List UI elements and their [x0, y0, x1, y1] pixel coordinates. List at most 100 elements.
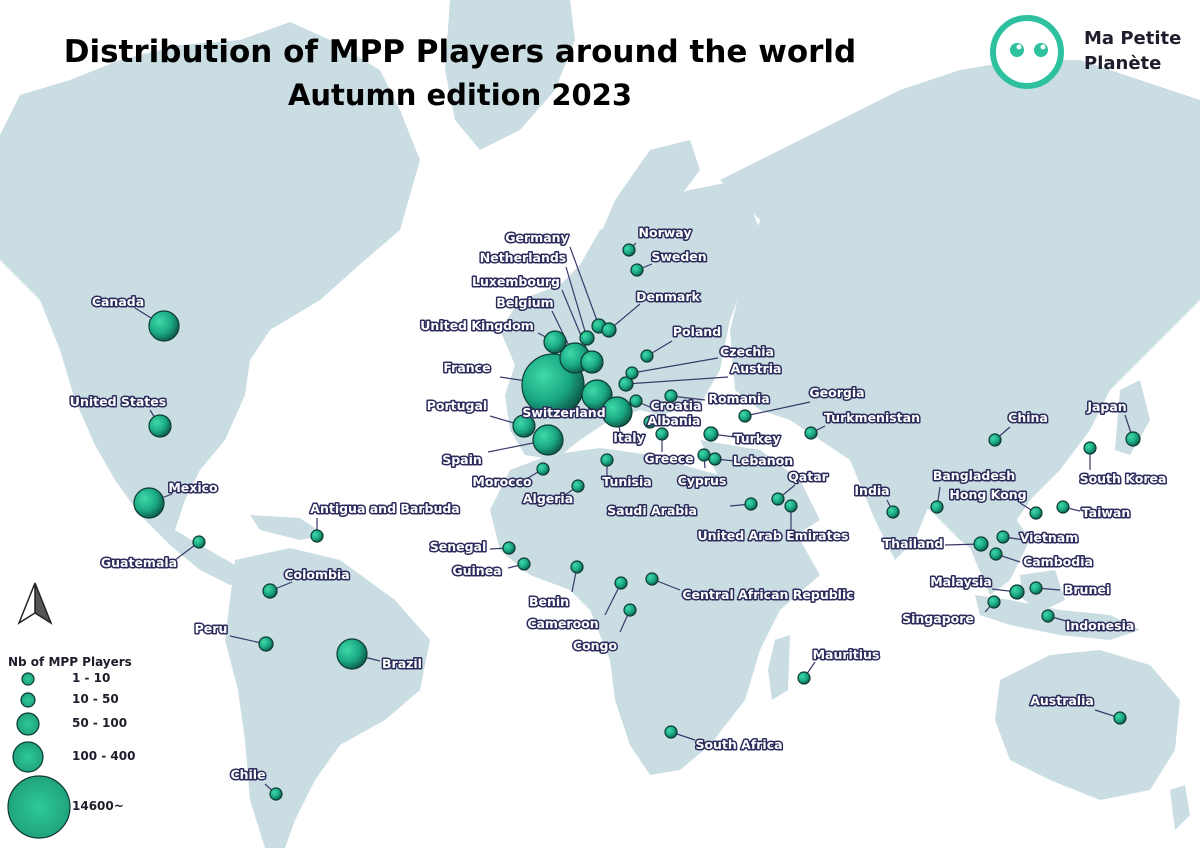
australia-shape	[995, 650, 1180, 800]
bubble-brazil	[336, 638, 368, 670]
label-united-arab-emirates: United Arab Emirates	[697, 528, 848, 543]
bubble-portugal	[512, 414, 536, 438]
bubble-czechia	[625, 366, 639, 380]
label-croatia: Croatia	[650, 398, 701, 413]
label-senegal: Senegal	[430, 539, 487, 554]
label-thailand: Thailand	[883, 536, 944, 551]
bubble-italy	[601, 396, 633, 428]
legend-label-0: 1 - 10	[72, 671, 111, 685]
bubble-poland	[640, 349, 654, 363]
legend-circle-4	[7, 775, 71, 839]
label-luxembourg: Luxembourg	[472, 274, 560, 289]
label-norway: Norway	[639, 225, 692, 240]
south-america-shape	[225, 548, 430, 848]
label-czechia: Czechia	[720, 344, 774, 359]
bubble-australia	[1113, 711, 1127, 725]
label-colombia: Colombia	[284, 567, 349, 582]
label-tunisia: Tunisia	[602, 474, 651, 489]
label-france: France	[443, 360, 490, 375]
bubble-cambodia	[989, 547, 1003, 561]
label-cyprus: Cyprus	[678, 473, 727, 488]
bubble-hong-kong	[1029, 506, 1043, 520]
label-vietnam: Vietnam	[1020, 530, 1079, 545]
label-poland: Poland	[673, 324, 721, 339]
new-zealand-shape	[1170, 785, 1190, 830]
label-belgium: Belgium	[496, 295, 553, 310]
label-saudi-arabia: Saudi Arabia	[607, 503, 697, 518]
bubble-indonesia	[1041, 609, 1055, 623]
legend-label-3: 100 - 400	[72, 749, 136, 763]
indonesia-shape	[975, 595, 1140, 640]
label-singapore: Singapore	[902, 611, 974, 626]
bubble-mauritius	[797, 671, 811, 685]
label-algeria: Algeria	[523, 491, 573, 506]
bubble-lebanon	[708, 452, 722, 466]
label-albania: Albania	[648, 413, 701, 428]
bubble-singapore	[987, 595, 1001, 609]
label-cameroon: Cameroon	[527, 616, 598, 631]
label-switzerland: Switzerland	[522, 405, 605, 420]
bubble-congo	[623, 603, 637, 617]
label-united-states: United States	[70, 394, 166, 409]
label-south-africa: South Africa	[695, 737, 782, 752]
label-romania: Romania	[708, 391, 769, 406]
bubble-malaysia	[1009, 584, 1025, 600]
caribbean-shape	[250, 515, 325, 540]
label-peru: Peru	[195, 621, 228, 636]
bubble-united-arab-emirates	[784, 499, 798, 513]
legend-circle-2	[16, 712, 40, 736]
label-taiwan: Taiwan	[1082, 505, 1131, 520]
bubble-georgia	[738, 409, 752, 423]
label-turkey: Turkey	[734, 431, 781, 446]
bubble-india	[886, 505, 900, 519]
bubble-turkmenistan	[804, 426, 818, 440]
label-austria: Austria	[731, 361, 782, 376]
madagascar-shape	[768, 635, 790, 700]
japan-shape	[1115, 380, 1150, 455]
arabia-shape	[700, 440, 820, 545]
bubble-taiwan	[1056, 500, 1070, 514]
bubble-united-kingdom	[543, 330, 567, 354]
legend-circle-0	[21, 672, 35, 686]
leader-line-czechia	[631, 357, 719, 374]
bubble-cyprus	[697, 448, 711, 462]
bubble-mexico	[133, 487, 165, 519]
label-united-kingdom: United Kingdom	[420, 318, 533, 333]
bubble-qatar	[771, 492, 785, 506]
bubble-thailand	[973, 536, 989, 552]
label-portugal: Portugal	[427, 398, 487, 413]
label-morocco: Morocco	[472, 474, 532, 489]
north-america-shape	[0, 22, 420, 585]
bubble-china	[988, 433, 1002, 447]
legend-circles	[7, 672, 71, 839]
legend-label-2: 50 - 100	[72, 716, 128, 730]
label-antigua-and-barbuda: Antigua and Barbuda	[310, 501, 459, 516]
bubble-luxembourg	[580, 350, 604, 374]
bubble-central-african-republic	[645, 572, 659, 586]
africa-shape	[490, 448, 820, 775]
bubble-benin	[570, 560, 584, 574]
bubble-south-africa	[664, 725, 678, 739]
bubble-switzerland	[581, 379, 613, 411]
bubble-morocco	[536, 462, 550, 476]
label-brunei: Brunei	[1064, 582, 1110, 597]
bubble-japan	[1125, 431, 1141, 447]
bubble-senegal	[502, 541, 516, 555]
label-indonesia: Indonesia	[1066, 618, 1135, 633]
bubble-greece	[655, 427, 669, 441]
label-greece: Greece	[644, 451, 693, 466]
label-sweden: Sweden	[651, 249, 706, 264]
bubble-albania	[643, 415, 657, 429]
bubble-guatemala	[192, 535, 206, 549]
borneo-shape	[1020, 570, 1065, 612]
label-netherlands: Netherlands	[480, 250, 566, 265]
bubble-croatia	[629, 394, 643, 408]
asia-shape	[720, 60, 1200, 560]
scandinavia-shape	[590, 140, 700, 310]
leader-line-netherlands	[565, 266, 588, 339]
brand-name-line2: Planète	[1084, 53, 1162, 74]
legend-title: Nb of MPP Players	[8, 655, 132, 669]
leader-line-germany	[569, 246, 600, 327]
bubble-chile	[269, 787, 283, 801]
leader-line-georgia	[744, 401, 811, 417]
